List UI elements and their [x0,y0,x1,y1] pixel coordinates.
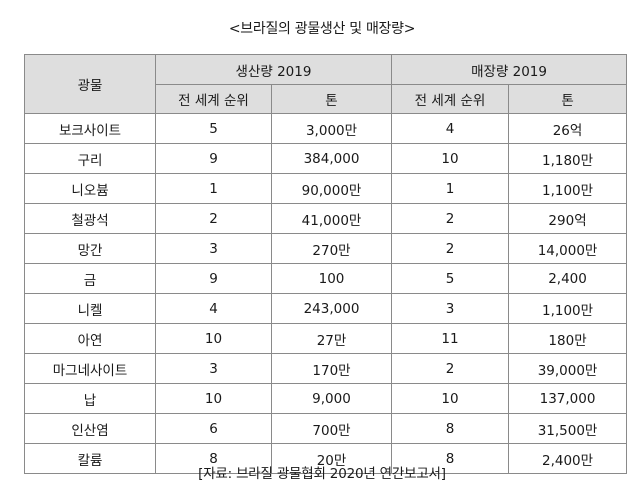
cell-prod-rank: 2 [155,203,272,234]
cell-res-tons: 39,000만 [508,353,628,384]
cell-res-tons: 180만 [508,323,628,354]
cell-mineral: 망간 [24,233,156,264]
cell-prod-tons: 270만 [270,233,393,264]
cell-mineral: 구리 [24,143,156,174]
table-row: 납 10 9,000 10 137,000 [24,383,628,414]
cell-mineral: 납 [24,383,156,414]
table-row: 보크사이트 5 3,000만 4 26억 [24,113,628,144]
cell-res-rank: 8 [391,413,510,444]
cell-prod-tons: 700만 [270,413,393,444]
cell-prod-rank: 5 [155,113,272,144]
cell-prod-rank: 10 [155,383,272,414]
cell-prod-rank: 8 [155,443,272,474]
cell-mineral: 마그네사이트 [24,353,156,384]
header-row-2: 전 세계 순위 톤 전 세계 순위 톤 [25,84,628,114]
cell-prod-tons: 3,000만 [270,113,393,144]
cell-prod-rank: 9 [155,263,272,294]
table-row: 망간 3 270만 2 14,000만 [24,233,628,264]
table-row: 니오븀 1 90,000만 1 1,100만 [24,173,628,204]
table-row: 아연 10 27만 11 180만 [24,323,628,354]
cell-prod-tons: 27만 [270,323,393,354]
cell-prod-tons: 41,000만 [270,203,393,234]
header-res-rank: 전 세계 순위 [391,84,510,114]
cell-res-tons: 2,400만 [508,443,628,474]
header-row-1: 광물 생산량 2019 매장량 2019 [24,54,628,114]
cell-mineral: 철광석 [24,203,156,234]
cell-prod-rank: 3 [155,233,272,264]
cell-res-tons: 290억 [508,203,628,234]
cell-mineral: 아연 [24,323,156,354]
header-prod-rank: 전 세계 순위 [155,84,272,114]
cell-res-rank: 5 [391,263,510,294]
cell-res-rank: 3 [391,293,510,324]
cell-res-tons: 1,180만 [508,143,628,174]
cell-res-rank: 10 [391,383,510,414]
cell-prod-rank: 4 [155,293,272,324]
cell-res-tons: 1,100만 [508,173,628,204]
cell-mineral: 인산염 [24,413,156,444]
cell-prod-rank: 10 [155,323,272,354]
cell-prod-tons: 170만 [270,353,393,384]
cell-prod-tons: 243,000 [270,293,393,324]
cell-res-tons: 1,100만 [508,293,628,324]
cell-prod-rank: 1 [155,173,272,204]
cell-res-rank: 2 [391,353,510,384]
cell-mineral: 금 [24,263,156,294]
cell-res-tons: 137,000 [508,383,628,414]
cell-res-rank: 11 [391,323,510,354]
cell-mineral: 보크사이트 [24,113,156,144]
cell-res-rank: 4 [391,113,510,144]
cell-prod-rank: 9 [155,143,272,174]
cell-res-tons: 2,400 [508,263,628,294]
cell-res-rank: 1 [391,173,510,204]
cell-prod-rank: 6 [155,413,272,444]
cell-res-rank: 10 [391,143,510,174]
table-title: <브라질의 광물생산 및 매장량> [228,21,416,37]
cell-prod-tons: 90,000만 [270,173,393,204]
table-row: 마그네사이트 3 170만 2 39,000만 [24,353,628,384]
header-prod-tons: 톤 [270,84,393,114]
cell-res-tons: 26억 [508,113,628,144]
cell-res-rank: 8 [391,443,510,474]
header-mineral: 광물 [24,54,156,114]
minerals-table: 광물 생산량 2019 매장량 2019 전 세계 순위 톤 전 세계 순위 톤… [24,54,628,474]
source-note: [자료: 브라질 광물협회 2020년 연간보고서] [198,466,446,482]
table-header: 광물 생산량 2019 매장량 2019 전 세계 순위 톤 전 세계 순위 톤 [24,54,628,114]
table-row: 인산염 6 700만 8 31,500만 [24,413,628,444]
header-reserves: 매장량 2019 [391,54,628,85]
cell-prod-tons: 384,000 [270,143,393,174]
cell-prod-rank: 3 [155,353,272,384]
table-row: 니켈 4 243,000 3 1,100만 [24,293,628,324]
table-row: 칼륨 8 20만 8 2,400만 [24,443,628,474]
cell-mineral: 니켈 [24,293,156,324]
cell-res-rank: 2 [391,233,510,264]
header-res-tons: 톤 [508,84,628,114]
cell-prod-tons: 100 [270,263,393,294]
cell-prod-tons: 20만 [270,443,393,474]
cell-mineral: 칼륨 [24,443,156,474]
cell-prod-tons: 9,000 [270,383,393,414]
cell-res-rank: 2 [391,203,510,234]
cell-res-tons: 31,500만 [508,413,628,444]
table-row: 구리 9 384,000 10 1,180만 [24,143,628,174]
cell-res-tons: 14,000만 [508,233,628,264]
table-row: 철광석 2 41,000만 2 290억 [24,203,628,234]
table-row: 금 9 100 5 2,400 [24,263,628,294]
cell-mineral: 니오븀 [24,173,156,204]
header-production: 생산량 2019 [154,54,393,85]
table-body: 보크사이트 5 3,000만 4 26억 구리 9 384,000 10 1,180만 니오븀 1 90… [24,113,628,474]
